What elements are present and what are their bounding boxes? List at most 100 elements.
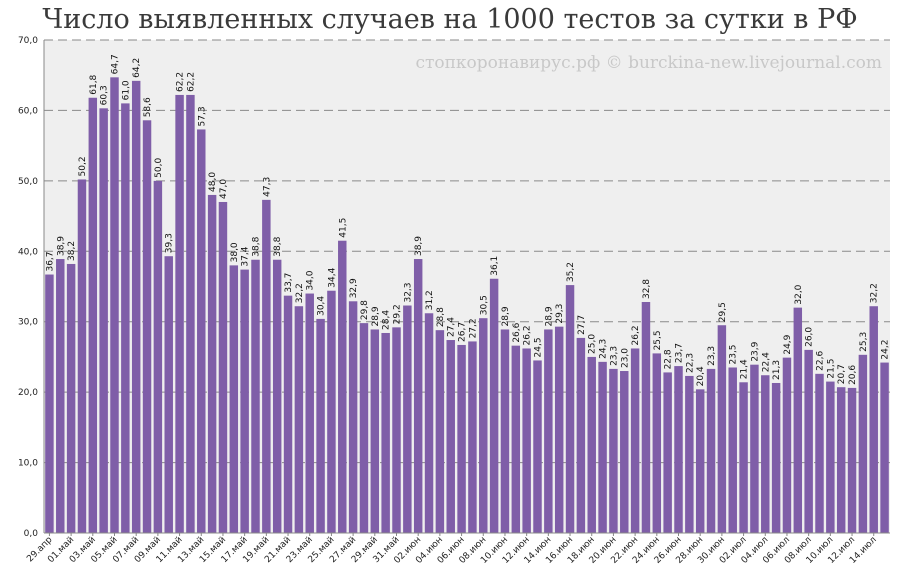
y-tick-label: 20,0 xyxy=(18,388,38,398)
y-tick-label: 50,0 xyxy=(18,177,38,187)
data-label: 61,8 xyxy=(89,74,99,94)
data-label: 38,9 xyxy=(414,236,424,256)
data-label: 27,7 xyxy=(577,315,587,335)
data-label: 28,9 xyxy=(501,306,511,326)
bar xyxy=(522,348,531,533)
y-axis-ticks: 0,0 10,0 20,0 30,0 40,0 50,0 60,0 70,0 xyxy=(18,36,38,539)
data-label: 31,2 xyxy=(425,290,435,310)
data-label: 23,5 xyxy=(729,344,739,364)
data-label: 22,8 xyxy=(664,349,674,369)
bar xyxy=(858,354,868,533)
data-label: 32,9 xyxy=(349,278,359,298)
data-label: 27,4 xyxy=(447,317,457,337)
data-label: 33,7 xyxy=(284,273,294,293)
bar xyxy=(77,179,87,533)
data-label: 38,0 xyxy=(230,242,240,262)
data-label: 38,9 xyxy=(56,236,66,256)
data-label: 29,2 xyxy=(393,304,403,324)
bar xyxy=(695,389,705,533)
bar xyxy=(826,381,835,533)
bars xyxy=(45,77,889,534)
data-label: 22,3 xyxy=(685,353,695,373)
bar xyxy=(533,360,542,533)
bar xyxy=(294,306,304,533)
data-label: 36,7 xyxy=(45,251,55,271)
data-label: 41,5 xyxy=(338,218,348,238)
data-label: 28,9 xyxy=(544,306,554,326)
chart-title: Число выявленных случаев на 1000 тестов … xyxy=(42,4,858,35)
data-label: 30,4 xyxy=(317,296,327,316)
x-axis-ticks: 29.апр01.май03.май05.май07.май09.май11.м… xyxy=(25,533,879,566)
bar xyxy=(272,259,282,533)
bar xyxy=(240,269,249,533)
bar xyxy=(370,329,380,533)
data-label: 32,3 xyxy=(403,282,413,302)
data-label: 50,2 xyxy=(78,156,88,176)
bar xyxy=(207,194,217,533)
bar xyxy=(565,285,575,533)
data-label: 60,3 xyxy=(100,85,110,105)
bar xyxy=(457,344,466,533)
bar xyxy=(446,340,455,533)
data-label: 28,4 xyxy=(382,310,392,330)
bar xyxy=(348,301,358,533)
data-label: 21,5 xyxy=(826,359,836,379)
bar xyxy=(413,259,423,533)
bar xyxy=(641,301,651,533)
bar xyxy=(359,323,369,533)
bar xyxy=(468,341,477,533)
bar xyxy=(620,371,629,533)
data-label: 23,0 xyxy=(620,348,630,368)
y-tick-label: 0,0 xyxy=(24,529,39,539)
bar xyxy=(175,94,184,533)
data-label: 20,4 xyxy=(696,366,706,386)
data-label: 21,4 xyxy=(740,359,750,379)
bar xyxy=(511,345,521,533)
watermark: стопкоронавирус.рф © burckina-new.livejo… xyxy=(415,53,882,73)
bar xyxy=(717,325,727,533)
data-label: 30,5 xyxy=(479,295,489,315)
bar xyxy=(554,326,564,533)
bar xyxy=(121,103,130,533)
bar xyxy=(435,330,445,533)
bar xyxy=(479,318,488,533)
data-label: 26,7 xyxy=(458,322,468,342)
data-label: 38,8 xyxy=(252,236,262,256)
bar xyxy=(424,313,434,533)
bar xyxy=(739,382,748,533)
bar xyxy=(381,332,390,533)
data-label: 23,9 xyxy=(750,341,760,361)
y-tick-label: 60,0 xyxy=(18,106,38,116)
bar xyxy=(598,361,607,533)
data-label: 24,9 xyxy=(783,334,793,354)
data-label: 27,2 xyxy=(468,318,478,338)
y-tick-label: 10,0 xyxy=(18,459,38,469)
data-label: 62,2 xyxy=(186,72,196,92)
y-tick-label: 40,0 xyxy=(18,247,38,257)
bar xyxy=(609,368,618,533)
data-label: 21,3 xyxy=(772,360,782,380)
data-label: 61,0 xyxy=(121,80,131,100)
data-label: 50,0 xyxy=(154,158,164,178)
data-label: 62,2 xyxy=(176,72,186,92)
bar xyxy=(229,265,239,533)
bar xyxy=(782,357,792,533)
bar xyxy=(197,129,206,534)
bar xyxy=(305,293,314,533)
bar xyxy=(771,382,781,533)
data-label: 28,9 xyxy=(371,306,381,326)
bar xyxy=(142,120,152,533)
data-label: 32,2 xyxy=(295,283,305,303)
data-label: 38,8 xyxy=(273,236,283,256)
data-label: 23,3 xyxy=(609,346,619,366)
data-label: 28,8 xyxy=(436,307,446,327)
bar xyxy=(262,199,271,533)
data-label: 34,4 xyxy=(327,267,337,287)
y-tick-label: 70,0 xyxy=(18,36,38,46)
bar xyxy=(836,387,846,533)
data-label: 20,7 xyxy=(837,364,847,384)
bar xyxy=(587,356,596,533)
data-label: 29,3 xyxy=(555,304,565,324)
plot-area xyxy=(44,40,890,533)
bar xyxy=(804,349,813,533)
